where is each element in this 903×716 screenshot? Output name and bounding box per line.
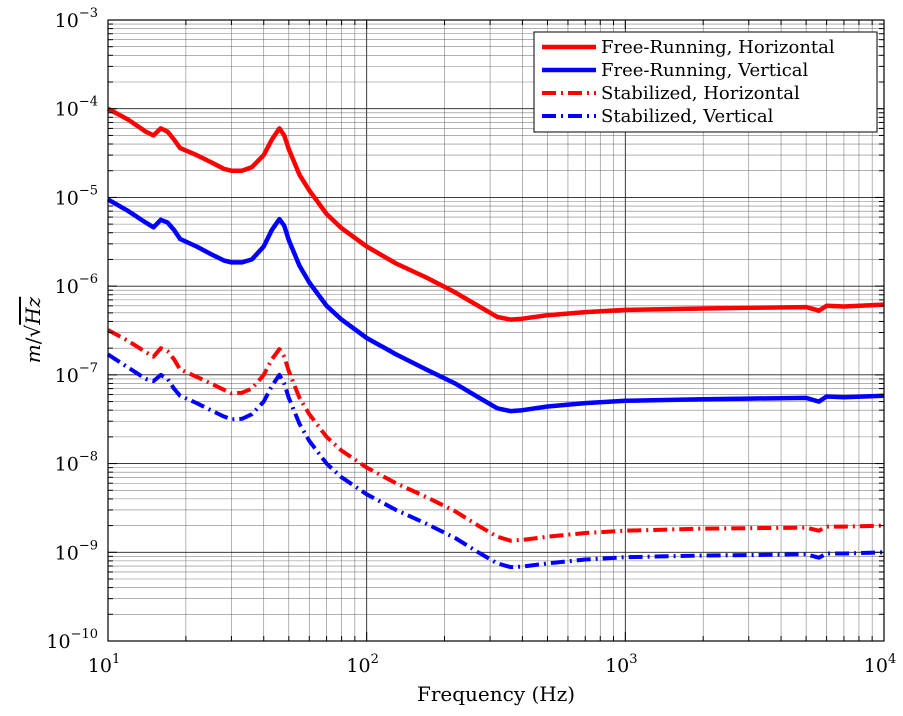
plot-frame	[107, 19, 885, 642]
y-axis-title-m: m	[21, 344, 45, 363]
svg-text:m/√Hz: m/√Hz	[21, 296, 45, 363]
x-axis-title: Frequency (Hz)	[417, 682, 575, 706]
y-tick-label: 10−9	[55, 538, 98, 564]
y-axis-title-hz: Hz	[21, 296, 45, 325]
x-tick-label: 102	[346, 652, 378, 677]
y-tick-label: 10−3	[55, 6, 98, 32]
series-line-1	[106, 106, 885, 322]
y-axis-title-slash: /	[21, 337, 45, 344]
y-tick-label: 10−4	[55, 95, 98, 121]
x-tick-label: 104	[864, 652, 896, 677]
legend-label-3: Stabilized, Horizontal	[601, 83, 800, 104]
y-axis-title: m/√Hz	[21, 296, 45, 363]
legend-label-1: Free-Running, Horizontal	[601, 37, 835, 58]
axis-ticks	[107, 20, 884, 642]
legend-label-2: Free-Running, Vertical	[601, 60, 809, 81]
y-axis-title-sqrt: √	[21, 325, 45, 338]
y-tick-labels: 10−10 10−9 10−8 10−7 10−6 10−5 10−4 10−3	[46, 6, 98, 653]
x-tick-label: 103	[605, 652, 637, 677]
x-tick-label: 101	[88, 652, 120, 677]
legend-label-4: Stabilized, Vertical	[601, 106, 774, 127]
series-line-4	[106, 352, 885, 570]
series-group	[106, 106, 885, 570]
y-tick-label: 10−8	[55, 450, 98, 476]
y-tick-label: 10−6	[55, 272, 98, 298]
x-tick-labels: 101 102 103 104	[88, 652, 896, 677]
y-tick-label: 10−10	[46, 627, 98, 653]
grid	[108, 20, 884, 641]
y-tick-label: 10−7	[55, 361, 98, 387]
series-line-3	[107, 328, 885, 543]
y-tick-label: 10−5	[55, 183, 98, 209]
series-line-2	[106, 197, 885, 414]
